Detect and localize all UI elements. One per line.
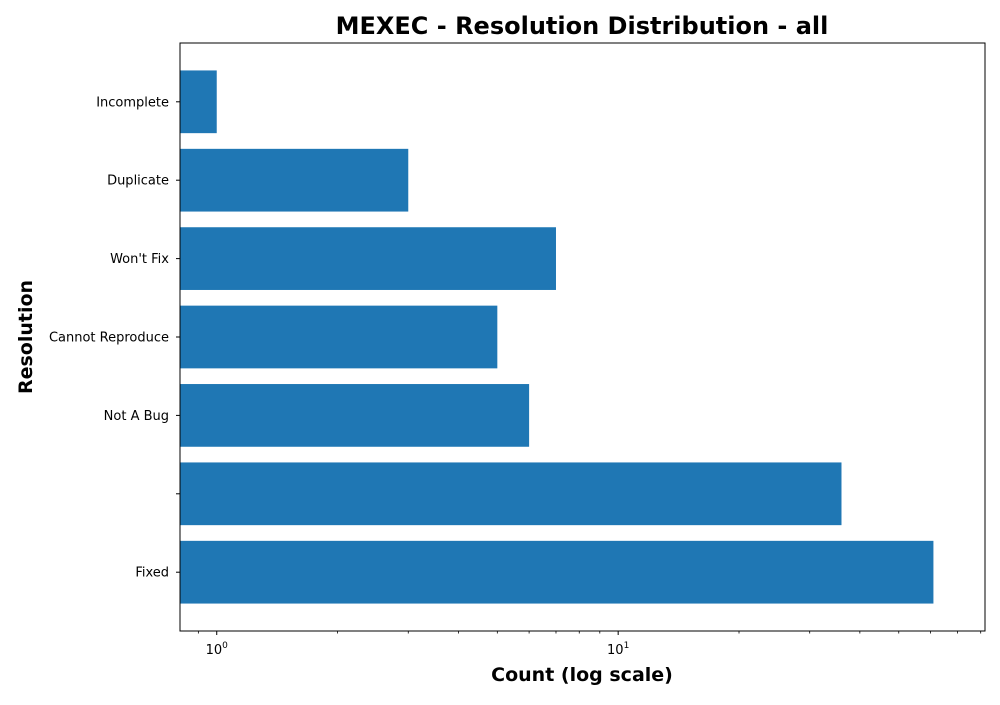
- y-tick-label: Fixed: [135, 566, 169, 581]
- x-tick-label: 100: [206, 641, 229, 658]
- bar: [180, 148, 409, 212]
- bars-group: [180, 70, 934, 604]
- bar: [180, 462, 842, 526]
- y-tick-label: Duplicate: [107, 174, 169, 189]
- x-tick-label: 101: [607, 641, 629, 658]
- y-tick-label: Not A Bug: [104, 409, 169, 424]
- y-tick-label: Cannot Reproduce: [49, 331, 169, 346]
- bar: [180, 540, 934, 604]
- y-tick-label: Incomplete: [96, 95, 169, 110]
- x-axis-label: Count (log scale): [491, 664, 673, 686]
- y-axis-label: Resolution: [15, 280, 37, 394]
- bar: [180, 227, 556, 290]
- bar: [180, 384, 530, 447]
- chart-title: MEXEC - Resolution Distribution - all: [336, 12, 829, 40]
- y-axis-ticks: Incomplete Duplicate Won't Fix Cannot Repro…: [49, 95, 180, 581]
- bar: [180, 70, 217, 134]
- plot-frame: [179, 42, 986, 632]
- y-tick-label: Won't Fix: [110, 252, 169, 267]
- x-axis-ticks: 100 101: [197, 631, 982, 658]
- bar: [180, 305, 498, 369]
